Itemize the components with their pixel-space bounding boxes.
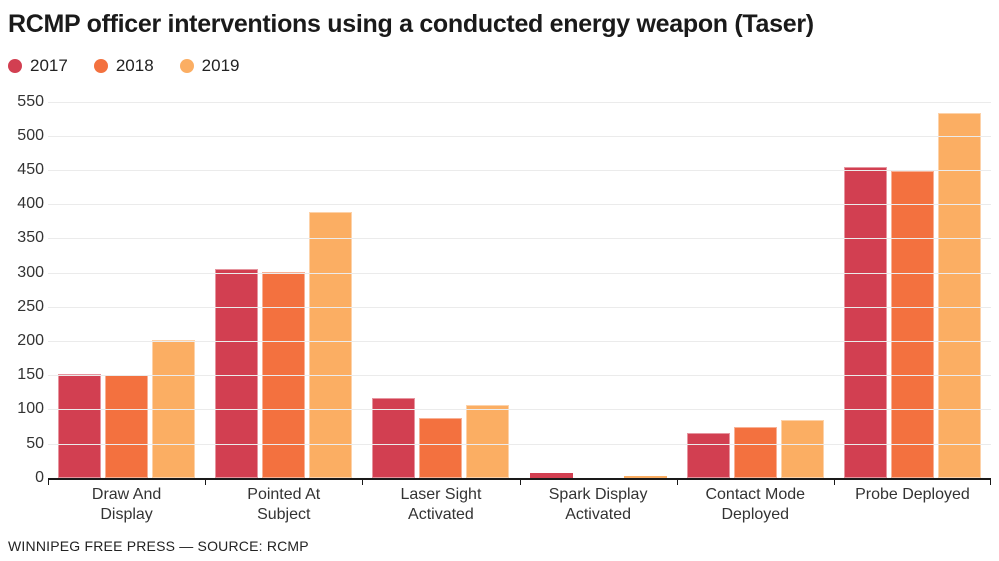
- x-category-label: Pointed At Subject: [247, 485, 321, 523]
- gridline: [48, 101, 991, 103]
- x-category-label: Probe Deployed: [855, 485, 970, 503]
- bar-2019: [937, 113, 981, 478]
- bar-group-4: [520, 102, 677, 478]
- legend-item-2017: 2017: [8, 56, 68, 76]
- bar-2017: [58, 373, 102, 478]
- bar-group-3: [362, 102, 519, 478]
- gridline: [48, 272, 991, 274]
- chart-area: 0 50 100 150 200 250 300 350 400 450 500 550: [8, 93, 991, 485]
- y-tick-label: 50: [26, 434, 44, 452]
- bar-2018: [105, 375, 149, 478]
- y-tick-label: 350: [17, 229, 44, 247]
- bar-groups: [48, 102, 991, 478]
- legend-label: 2018: [115, 55, 154, 75]
- legend-dot-icon: [8, 58, 22, 73]
- x-category-label: Draw And Display: [91, 485, 162, 523]
- bar-2017: [215, 269, 259, 478]
- bar-2018: [733, 427, 777, 478]
- x-axis-tick: [205, 477, 207, 485]
- gridline: [48, 135, 991, 137]
- x-axis-tick: [990, 477, 991, 485]
- gridline: [48, 341, 991, 343]
- y-tick-label: 200: [17, 332, 44, 350]
- bar-2017: [529, 472, 573, 478]
- legend-label: 2017: [30, 55, 68, 75]
- legend-dot-icon: [93, 58, 108, 73]
- chart-title: RCMP officer interventions using a condu…: [8, 10, 814, 38]
- y-axis-labels: 0 50 100 150 200 250 300 350 400 450 500 550: [8, 93, 48, 485]
- bar-group-1: [48, 102, 205, 478]
- x-category-label: Spark Display Activated: [548, 485, 648, 523]
- bar-2017: [686, 432, 730, 478]
- bar-group-2: [205, 102, 362, 478]
- bar-2017: [372, 397, 416, 478]
- gridline: [48, 409, 991, 411]
- x-axis-tick: [519, 477, 521, 485]
- bar-2019: [466, 404, 510, 478]
- x-axis-tick: [362, 477, 364, 485]
- bar-2019: [780, 419, 824, 478]
- x-category-label: Laser Sight Activated: [400, 485, 482, 523]
- legend-label: 2019: [201, 55, 240, 75]
- gridline: [48, 204, 991, 206]
- x-axis-tick: [676, 477, 678, 485]
- bar-2019: [623, 475, 667, 478]
- gridline: [48, 443, 991, 445]
- gridline: [48, 170, 991, 172]
- gridline: [48, 375, 991, 377]
- x-axis-tick: [833, 477, 835, 485]
- y-tick-label: 550: [17, 92, 44, 110]
- bar-2019: [152, 339, 196, 478]
- y-tick-label: 300: [17, 263, 44, 281]
- y-tick-label: 150: [17, 366, 44, 384]
- legend-dot-icon: [179, 58, 194, 73]
- y-tick-label: 500: [17, 126, 44, 144]
- bar-2018: [262, 271, 306, 478]
- legend: 2017 2018 2019: [8, 56, 991, 76]
- bar-2017: [843, 167, 887, 478]
- legend-item-2019: 2019: [179, 55, 240, 76]
- bar-2018: [890, 171, 934, 478]
- gridline: [48, 306, 991, 308]
- plot-area: [48, 101, 991, 485]
- x-axis-labels: Draw And Display Pointed At Subject Laser …: [48, 485, 991, 525]
- gridline: [48, 238, 991, 240]
- legend-item-2018: 2018: [93, 55, 154, 76]
- bar-2018: [419, 417, 463, 478]
- y-tick-label: 450: [17, 161, 44, 179]
- y-tick-label: 250: [17, 297, 44, 315]
- x-category-label: Contact Mode Deployed: [705, 485, 806, 523]
- bar-2019: [309, 211, 353, 478]
- x-axis-tick: [48, 477, 49, 485]
- bar-group-6: [834, 102, 991, 478]
- y-tick-label: 400: [17, 195, 44, 213]
- y-tick-label: 100: [17, 400, 44, 418]
- bar-group-5: [677, 102, 834, 478]
- y-tick-label: 0: [35, 468, 44, 486]
- source-credit: WINNIPEG FREE PRESS — SOURCE: RCMP: [8, 537, 309, 554]
